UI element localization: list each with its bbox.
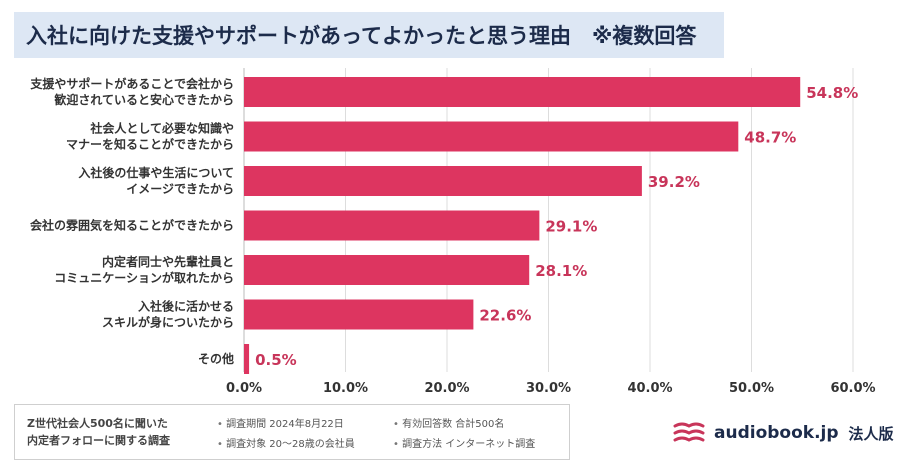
category-label: 社会人として必要な知識や	[89, 121, 234, 136]
value-label: 0.5%	[255, 351, 297, 369]
category-label: イメージできたから	[126, 182, 234, 196]
category-label: 入社後に活かせる	[138, 299, 234, 314]
value-label: 48.7%	[744, 129, 796, 147]
survey-meta-column: 有効回答数 合計500名 調査方法 インターネット調査	[393, 415, 535, 450]
bar	[244, 210, 540, 241]
category-label: その他	[198, 351, 234, 366]
value-label: 22.6%	[479, 307, 531, 325]
value-label: 29.1%	[545, 218, 597, 236]
brand-logo: audiobook.jp 法人版	[672, 420, 894, 446]
bar	[244, 299, 474, 330]
category-label: 歓迎されていると安心できたから	[54, 92, 234, 107]
x-tick-label: 30.0%	[526, 381, 571, 396]
chart-title-banner: 入社に向けた支援やサポートがあってよかったと思う理由 ※複数回答	[14, 12, 724, 58]
x-tick-label: 0.0%	[226, 381, 262, 396]
chart-title: 入社に向けた支援やサポートがあってよかったと思う理由 ※複数回答	[26, 24, 697, 48]
survey-title-line: 内定者フォローに関する調査	[27, 434, 170, 447]
survey-title-line: Z世代社会人500名に聞いた	[27, 417, 168, 430]
x-tick-label: 50.0%	[729, 381, 774, 396]
x-tick-label: 20.0%	[424, 381, 469, 396]
category-label: スキルが身についたから	[102, 315, 234, 330]
value-label: 28.1%	[535, 262, 587, 280]
bar	[244, 121, 739, 152]
category-label: 会社の雰囲気を知ることができたから	[30, 218, 234, 233]
bar	[244, 77, 801, 107]
category-label: マナーを知ることができたから	[66, 137, 234, 152]
x-tick-label: 10.0%	[323, 381, 368, 396]
survey-info-box: Z世代社会人500名に聞いた 内定者フォローに関する調査 調査期間 2024年8…	[14, 404, 570, 460]
value-label: 54.8%	[806, 84, 858, 102]
category-label: コミュニケーションが取れたから	[54, 270, 234, 285]
survey-title: Z世代社会人500名に聞いた 内定者フォローに関する調査	[15, 415, 217, 449]
survey-meta-column: 調査期間 2024年8月22日 調査対象 20～28歳の会社員	[217, 415, 393, 450]
value-label: 39.2%	[648, 173, 700, 191]
x-tick-label: 40.0%	[627, 381, 672, 396]
bar	[244, 166, 642, 196]
brand-name: audiobook.jp	[714, 423, 839, 443]
brand-suffix: 法人版	[848, 424, 894, 443]
survey-meta-item: 調査期間 2024年8月22日	[217, 415, 393, 430]
bar	[244, 344, 250, 374]
survey-meta-item: 有効回答数 合計500名	[393, 415, 535, 430]
survey-meta-item: 調査対象 20～28歳の会社員	[217, 435, 393, 450]
x-tick-label: 60.0%	[830, 381, 875, 396]
category-label: 入社後の仕事や生活について	[78, 165, 234, 180]
category-label: 支援やサポートがあることで会社から	[29, 76, 234, 91]
category-label: 内定者同士や先輩社員と	[102, 254, 234, 269]
bar	[244, 255, 530, 285]
book-logo-icon	[673, 422, 705, 442]
survey-meta-item: 調査方法 インターネット調査	[393, 435, 535, 450]
